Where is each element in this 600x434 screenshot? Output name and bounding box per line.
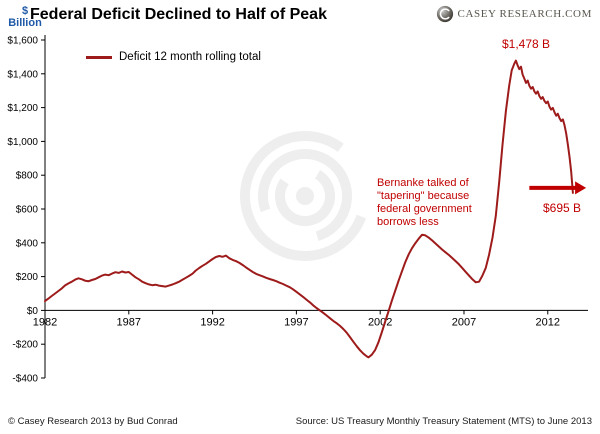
y-tick-label: $1,000	[7, 137, 38, 148]
footer: © Casey Research 2013 by Bud Conrad Sour…	[0, 416, 600, 427]
y-axis-title: $ Billion	[2, 5, 48, 29]
deficit-line-chart: $1,600 $1,400 $1,200 $1,000 $800 $600 $400 $200…	[7, 35, 588, 385]
legend-line-swatch	[86, 55, 112, 59]
y-axis-title-line: Billion	[8, 17, 42, 29]
casey-research-logo-icon	[436, 5, 454, 23]
end-value-label: $695 B	[543, 201, 582, 215]
y-tick-label: $1,200	[7, 103, 38, 114]
y-tick-label: $1,400	[7, 69, 38, 80]
x-tick-label: 1987	[117, 316, 141, 328]
x-tick-label: 1992	[200, 316, 224, 328]
brand-text: CASEY RESEARCH.COM	[457, 8, 592, 20]
note-line: "tapering" because	[377, 190, 470, 202]
page-title: Federal Deficit Declined to Half of Peak	[30, 6, 327, 23]
x-tick-label: 1997	[284, 316, 308, 328]
bernanke-note: Bernanke talked of "tapering" because fe…	[377, 177, 472, 229]
copyright-text: © Casey Research 2013 by Bud Conrad	[8, 416, 178, 427]
trend-arrow-head	[575, 181, 587, 195]
y-tick-label: $800	[16, 171, 39, 182]
watermark-logo	[240, 131, 370, 261]
brand: CASEY RESEARCH.COM	[436, 5, 592, 23]
legend-label: Deficit 12 month rolling total	[119, 51, 261, 63]
source-text: Source: US Treasury Monthly Treasury Sta…	[295, 416, 592, 427]
y-tick-label: $200	[16, 272, 39, 283]
y-tick-label: $400	[16, 238, 39, 249]
peak-value-label: $1,478 B	[502, 37, 551, 51]
y-tick-label: $600	[16, 205, 39, 216]
x-tick-label: 2007	[452, 316, 476, 328]
note-line: Bernanke talked of	[377, 177, 469, 189]
y-tick-label: -$400	[12, 374, 38, 385]
note-line: federal government	[377, 203, 472, 215]
note-line: borrows less	[377, 216, 439, 228]
y-tick-label: -$200	[12, 340, 38, 351]
x-tick-label: 2002	[368, 316, 392, 328]
deficit-line	[44, 59, 574, 359]
y-tick-label: $0	[27, 306, 39, 317]
x-tick-label: 1982	[33, 316, 57, 328]
y-axis-title-line: $	[21, 5, 29, 17]
y-tick-label: $1,600	[7, 36, 38, 47]
legend: Deficit 12 month rolling total	[86, 51, 261, 63]
x-tick-label: 2012	[536, 316, 560, 328]
